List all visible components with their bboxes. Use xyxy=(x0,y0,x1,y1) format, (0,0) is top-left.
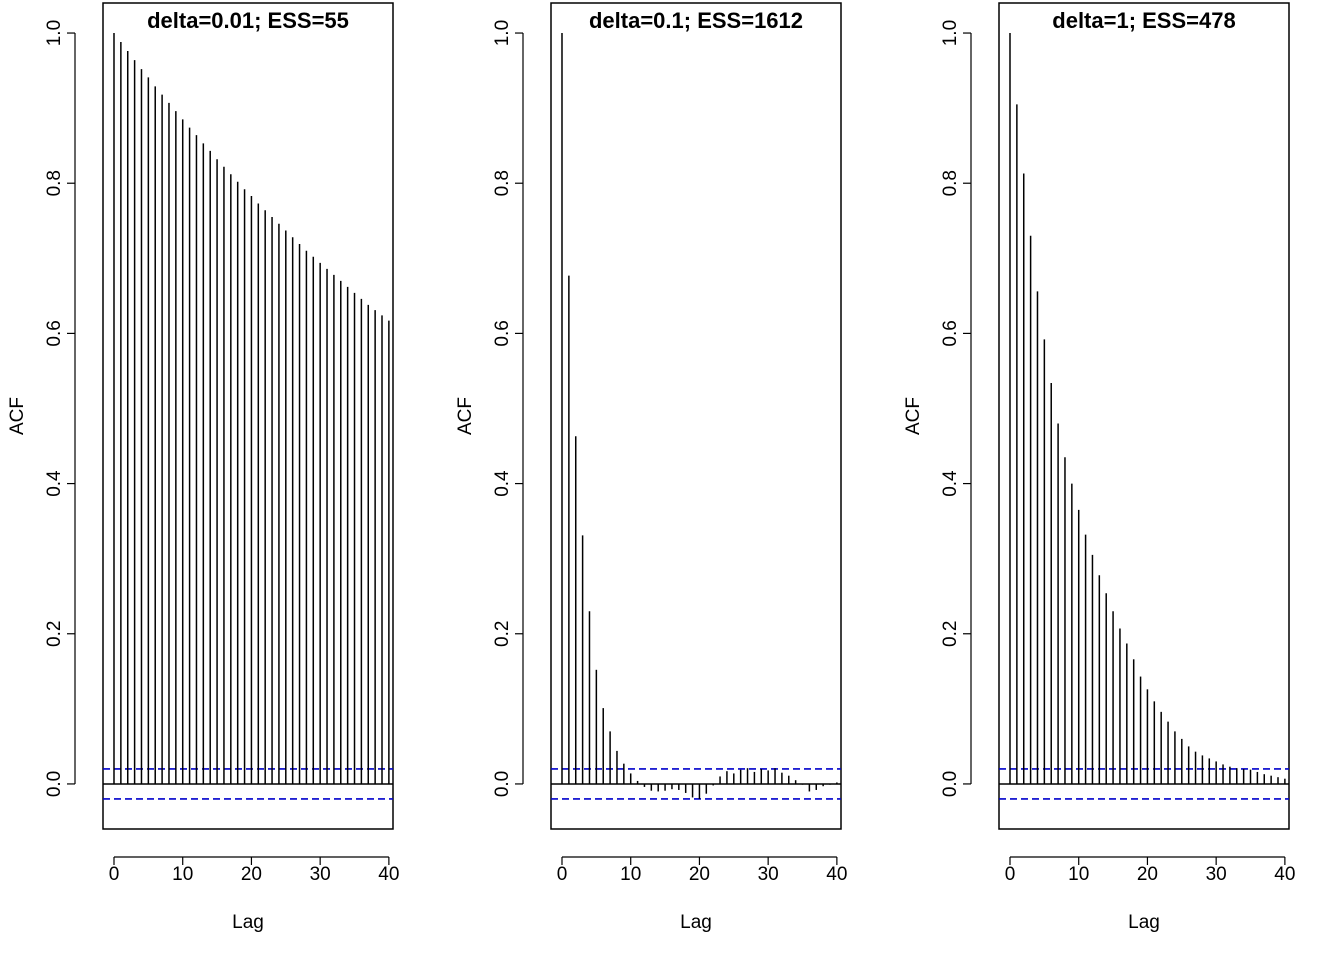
y-tick-label: 1.0 xyxy=(44,20,65,46)
y-tick-label: 0.4 xyxy=(940,470,961,497)
y-tick-label: 0.0 xyxy=(940,771,961,797)
y-tick-label: 0.0 xyxy=(44,771,65,797)
y-tick-label: 0.4 xyxy=(492,470,513,497)
y-tick-label: 0.2 xyxy=(44,621,65,647)
x-axis-label: Lag xyxy=(232,912,264,933)
x-tick-label: 10 xyxy=(172,864,193,885)
y-tick-label: 0.6 xyxy=(44,320,65,346)
acf-panel-delta-1: 0 10 20 30 40 0.0 0.2 0.4 0.6 0.8 1.0 delta=1; ESS=… xyxy=(903,2,1295,933)
x-tick-label: 30 xyxy=(758,864,779,885)
x-tick-label: 0 xyxy=(557,864,568,885)
x-axis-label: Lag xyxy=(1128,912,1160,933)
x-tick-label: 0 xyxy=(1005,864,1016,885)
y-tick-label: 0.8 xyxy=(940,170,961,196)
x-tick-label: 20 xyxy=(1137,864,1158,885)
x-tick-label: 40 xyxy=(378,864,399,885)
x-tick-label: 20 xyxy=(241,864,262,885)
plot-frame xyxy=(998,2,1290,830)
y-axis-label: ACF xyxy=(7,397,28,435)
x-tick-label: 30 xyxy=(310,864,331,885)
x-tick-label: 40 xyxy=(1274,864,1295,885)
y-axis-label: ACF xyxy=(903,397,924,435)
y-tick-label: 0.4 xyxy=(44,470,65,497)
y-tick-label: 0.6 xyxy=(940,320,961,346)
y-tick-label: 0.0 xyxy=(492,771,513,797)
y-axis-label: ACF xyxy=(455,397,476,435)
x-tick-label: 10 xyxy=(1068,864,1089,885)
y-tick-label: 0.6 xyxy=(492,320,513,346)
y-tick-label: 1.0 xyxy=(940,20,961,46)
panel-title: delta=0.1; ESS=1612 xyxy=(589,8,803,33)
panel-title: delta=0.01; ESS=55 xyxy=(147,8,349,33)
x-axis-label: Lag xyxy=(680,912,712,933)
y-tick-label: 0.8 xyxy=(44,170,65,196)
panel-title: delta=1; ESS=478 xyxy=(1052,8,1235,33)
x-tick-label: 20 xyxy=(689,864,710,885)
x-tick-label: 0 xyxy=(109,864,120,885)
x-tick-label: 30 xyxy=(1206,864,1227,885)
y-tick-label: 0.2 xyxy=(492,621,513,647)
y-tick-label: 1.0 xyxy=(492,20,513,46)
x-tick-label: 40 xyxy=(826,864,847,885)
acf-panel-delta-0-1: 0 10 20 30 40 0.0 0.2 0.4 0.6 0.8 1.0 delta=0.1; ES… xyxy=(455,2,847,933)
x-tick-label: 10 xyxy=(620,864,641,885)
acf-panel-delta-0-01: 0 10 20 30 40 0.0 0.2 0.4 0.6 0.8 1.0 delta=0.01; E… xyxy=(7,2,399,933)
y-tick-label: 0.2 xyxy=(940,621,961,647)
plot-frame xyxy=(102,2,394,830)
plot-frame xyxy=(550,2,842,830)
y-tick-label: 0.8 xyxy=(492,170,513,196)
